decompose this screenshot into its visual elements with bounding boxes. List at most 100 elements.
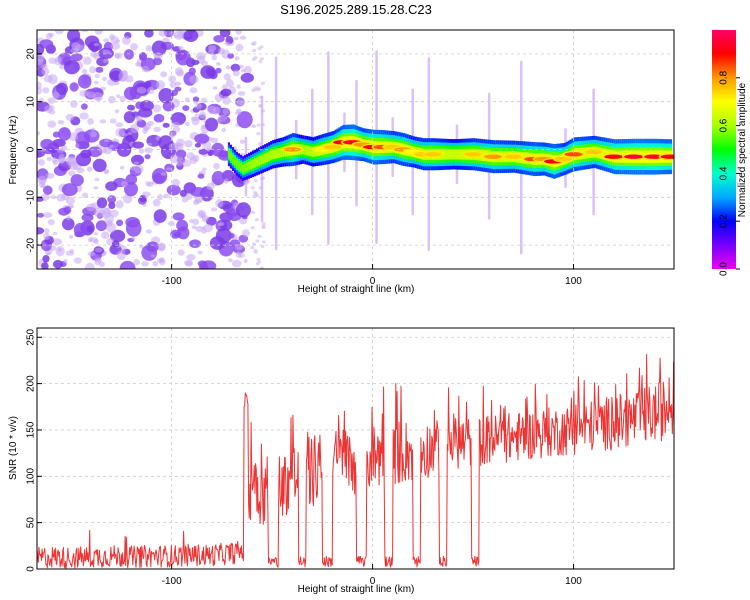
noise-blob	[42, 87, 50, 94]
noise-dot	[258, 60, 263, 64]
noise-blob	[68, 161, 79, 170]
noise-blob	[152, 104, 162, 113]
noise-blob	[215, 67, 222, 74]
noise-blob	[192, 96, 200, 102]
noise-blob	[235, 251, 242, 258]
ridge-cell	[272, 149, 275, 160]
noise-blob	[152, 57, 163, 66]
noise-blob	[157, 243, 166, 252]
colorbar-tick-label: 0.4	[719, 166, 730, 180]
noise-blob	[199, 262, 209, 269]
noise-blob	[171, 178, 181, 187]
noise-blob	[37, 159, 45, 166]
noise-blob	[93, 232, 99, 236]
noise-blob	[61, 183, 78, 197]
colorbar-tick-label: 0.0	[719, 262, 730, 276]
noise-blob	[132, 141, 145, 149]
noise-blob	[116, 250, 126, 261]
noise-blob	[145, 45, 153, 52]
noise-blob	[205, 117, 218, 132]
noise-blob	[70, 100, 78, 108]
noise-blob	[90, 51, 98, 58]
noise-blob	[93, 80, 99, 85]
noise-dot	[256, 257, 261, 261]
noise-blob	[55, 246, 65, 257]
noise-blob	[147, 142, 152, 147]
noise-blob	[206, 182, 215, 191]
noise-blob	[194, 113, 200, 117]
noise-blob	[62, 217, 75, 231]
noise-blob	[222, 170, 235, 182]
noise-blob	[68, 170, 76, 177]
noise-blob	[197, 173, 205, 179]
spectrogram-grid	[37, 30, 674, 269]
ridge-peak	[660, 154, 674, 159]
noise-blob	[86, 91, 96, 99]
noise-blob	[52, 238, 63, 246]
noise-dot	[250, 42, 255, 46]
ridge-cell	[237, 161, 240, 170]
ridge-peak	[624, 154, 644, 159]
snr-x-label: Height of straight line (km)	[298, 584, 415, 595]
noise-blob	[94, 74, 100, 78]
noise-blob	[73, 257, 82, 264]
ridge-cell	[461, 148, 464, 160]
noise-blob	[74, 143, 80, 149]
noise-blob	[68, 234, 74, 239]
noise-blob	[191, 59, 200, 66]
noise-blob	[101, 231, 110, 240]
noise-blob	[144, 147, 153, 154]
noise-blob	[37, 212, 44, 218]
noise-blob	[67, 30, 81, 43]
ridge-cell	[448, 149, 451, 160]
noise-blob	[201, 60, 208, 67]
noise-blob	[114, 53, 121, 59]
noise-blob	[157, 193, 163, 201]
noise-blob	[169, 154, 179, 163]
y-tick-label: 150	[26, 421, 37, 438]
noise-blob	[102, 207, 110, 212]
noise-blob	[124, 49, 134, 60]
ridge-cell	[229, 152, 232, 161]
noise-blob	[239, 35, 246, 40]
noise-blob	[168, 142, 179, 151]
noise-blob	[114, 81, 120, 86]
noise-blob	[86, 166, 93, 172]
noise-blob	[217, 114, 228, 122]
ridge-cell	[246, 162, 249, 172]
noise-blob	[139, 100, 154, 112]
ridge-peak	[484, 154, 502, 159]
noise-blob	[190, 187, 206, 197]
ridge-cell	[258, 156, 261, 166]
ridge-cell	[308, 145, 311, 156]
noise-blob	[189, 75, 199, 84]
noise-blob	[47, 97, 56, 104]
noise-blob	[220, 88, 232, 97]
y-tick-label: 250	[26, 328, 37, 345]
noise-blob	[144, 30, 154, 38]
ridge-cell	[260, 155, 263, 165]
noise-blob	[138, 148, 145, 154]
noise-blob	[88, 237, 93, 243]
noise-blob	[185, 192, 193, 200]
x-tick-label: -100	[162, 276, 182, 287]
noise-blob	[103, 168, 110, 175]
noise-blob	[110, 229, 126, 243]
noise-blob	[227, 53, 235, 59]
noise-blob	[186, 253, 196, 261]
noise-dot	[252, 194, 257, 198]
noise-blob	[153, 126, 161, 132]
noise-dot	[259, 45, 264, 49]
ridge-cell	[280, 147, 283, 158]
noise-blob	[70, 174, 84, 187]
ridge-peak	[644, 154, 664, 159]
y-tick-label: -10	[26, 190, 37, 205]
noise-blob	[56, 82, 68, 95]
noise-blob	[127, 104, 135, 111]
noise-blob	[52, 232, 58, 235]
noise-blob	[236, 84, 241, 89]
noise-blob	[184, 121, 190, 127]
noise-blob	[235, 43, 244, 52]
